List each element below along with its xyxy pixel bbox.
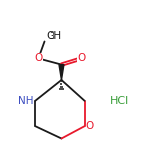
Text: HCl: HCl (110, 96, 130, 106)
Text: NH: NH (18, 96, 34, 106)
Text: 3: 3 (49, 33, 54, 42)
Text: O: O (77, 53, 86, 63)
Text: O: O (85, 121, 94, 131)
Text: CH: CH (46, 31, 61, 41)
Polygon shape (59, 65, 64, 80)
Text: O: O (34, 53, 43, 63)
